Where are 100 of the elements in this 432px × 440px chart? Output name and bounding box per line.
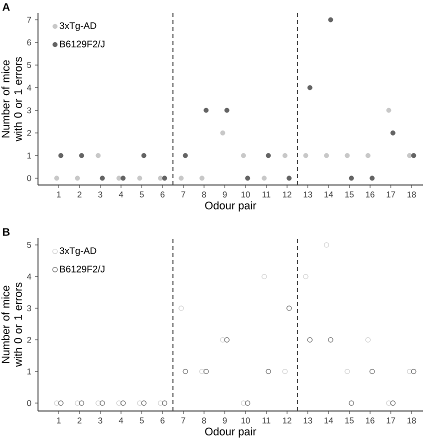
point (96, 400, 101, 406)
point (366, 153, 371, 158)
point (386, 400, 392, 406)
x-tick-label: 3 (98, 192, 102, 198)
y-tick-label: 3 (27, 107, 32, 114)
point (58, 400, 64, 406)
y-tick-label: 0 (27, 400, 32, 406)
point (220, 130, 226, 136)
x-tick-label: 10 (241, 418, 250, 424)
point (324, 153, 329, 158)
point (158, 176, 163, 181)
x-tick-label: 2 (78, 192, 82, 198)
x-tick-label: 15 (345, 192, 354, 198)
point (240, 153, 246, 158)
legend-label: 3xTg-AD (60, 22, 96, 31)
point (411, 368, 416, 374)
point (224, 337, 230, 342)
point (348, 176, 354, 181)
x-tick-label: 12 (282, 192, 292, 198)
point (78, 400, 84, 406)
point (116, 400, 122, 406)
x-tick-label: 7 (181, 418, 186, 424)
point (54, 400, 60, 406)
text: A (2, 3, 10, 11)
point (220, 337, 226, 342)
point (303, 274, 308, 280)
point (282, 368, 288, 374)
x-tick-label: 1 (57, 418, 61, 424)
y-tick-label: 1 (27, 152, 32, 158)
point (245, 400, 250, 406)
x-tick-label: 3 (98, 418, 102, 424)
text: B (2, 228, 10, 236)
x-tick-label: 18 (408, 192, 416, 198)
x-tick-label: 17 (386, 192, 396, 198)
point (324, 242, 330, 248)
point (370, 368, 375, 374)
x-tick-label: 6 (160, 192, 165, 198)
x-tick-label: 7 (181, 192, 186, 198)
point (266, 368, 271, 374)
point (224, 108, 230, 113)
x-tick-label: 16 (366, 418, 374, 424)
point (199, 176, 204, 181)
x-tick-label: 14 (324, 418, 334, 424)
point (178, 306, 184, 311)
x-tick-label: 9 (222, 418, 227, 424)
point (182, 368, 188, 374)
point (116, 176, 122, 181)
legend-label: B6129F2/J (60, 40, 104, 48)
point (100, 176, 105, 181)
point (120, 400, 126, 406)
point (96, 153, 101, 158)
point (344, 368, 350, 374)
y-axis-title: Number of mice with 0 or 1 errors (1, 282, 22, 367)
x-tick-label: 9 (222, 192, 227, 198)
x-tick-label: 17 (386, 418, 396, 424)
point (390, 400, 396, 406)
point (328, 337, 334, 342)
point (162, 400, 168, 406)
y-axis-title: Number of mice with 0 or 1 errors (1, 57, 22, 142)
point (282, 153, 288, 158)
x-tick-label: 11 (262, 418, 270, 424)
x-tick-label: 4 (118, 418, 124, 424)
point (74, 400, 80, 406)
point (137, 176, 142, 181)
point (390, 130, 396, 136)
point (162, 176, 168, 181)
x-tick-label: 2 (78, 418, 82, 424)
point (307, 337, 312, 342)
x-tick-label: 14 (324, 192, 334, 198)
y-tick-label: 2 (27, 130, 32, 136)
x-tick-label: 12 (282, 418, 292, 424)
y-tick-label: 1 (27, 368, 32, 374)
point (141, 153, 146, 158)
x-tick-label: 5 (140, 192, 144, 198)
point (137, 400, 142, 406)
y-tick-label: 2 (27, 336, 32, 343)
legend-label: 3xTg-AD (60, 247, 96, 256)
y-tick-label: 3 (27, 305, 32, 312)
point (74, 176, 80, 181)
point (411, 153, 416, 158)
x-tick-label: 18 (408, 418, 416, 424)
x-tick-label: 8 (202, 418, 206, 424)
x-tick-label: 8 (202, 192, 206, 198)
x-axis-title: Odour pair (205, 201, 256, 212)
point (141, 400, 146, 406)
y-tick-label: 7 (27, 16, 32, 23)
point (303, 153, 308, 158)
point (100, 400, 105, 406)
point (344, 153, 350, 158)
x-tick-label: 1 (57, 192, 61, 198)
y-tick-label: 4 (26, 274, 32, 280)
point (58, 153, 64, 158)
x-axis-title: Odour pair (205, 427, 256, 438)
point (286, 306, 292, 311)
point (54, 176, 60, 181)
point (120, 176, 126, 181)
point (307, 85, 312, 90)
x-tick-label: 4 (118, 192, 124, 198)
point (286, 176, 292, 181)
point (262, 176, 267, 181)
